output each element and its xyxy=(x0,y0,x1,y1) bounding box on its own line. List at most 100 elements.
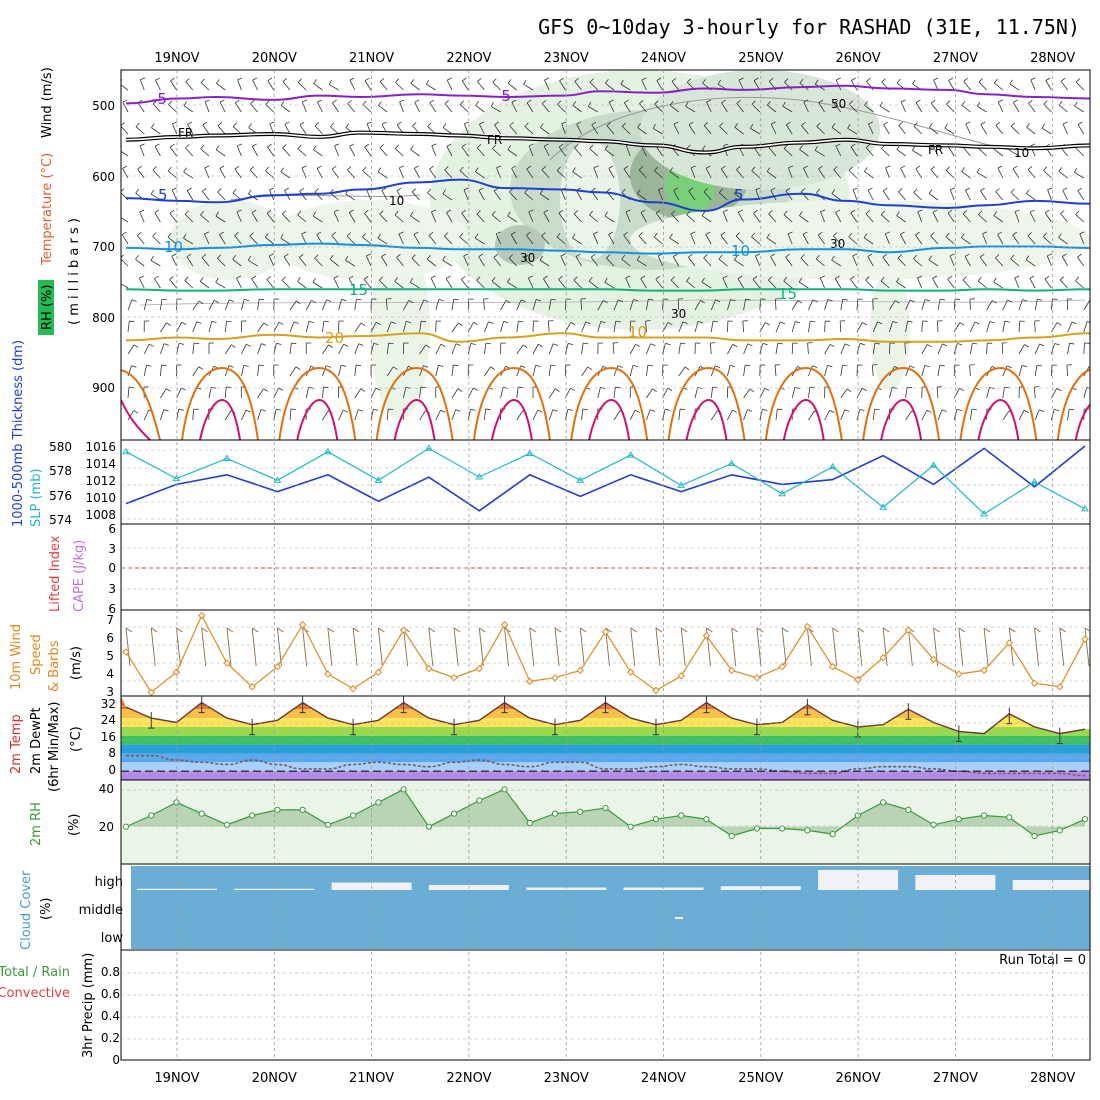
wind-barb xyxy=(710,299,716,311)
wind10m-point xyxy=(526,677,534,686)
wind-barb-flag xyxy=(526,165,532,170)
rh-point xyxy=(122,823,130,830)
wind-barb xyxy=(394,280,404,289)
temp-tick: 32 xyxy=(101,697,116,711)
wind-barb-flag xyxy=(251,275,257,280)
wind-barb xyxy=(386,409,389,421)
wind-barb-flag xyxy=(1030,77,1036,81)
wind-barb-flag xyxy=(323,386,329,388)
wind-barb xyxy=(670,279,680,289)
wind-barb xyxy=(964,256,971,267)
wind-barb-flag xyxy=(194,342,200,345)
wind-barb-flag xyxy=(799,78,804,84)
wind-barb xyxy=(1047,189,1052,201)
wind-barb xyxy=(742,320,744,333)
wind-barb-flag xyxy=(301,231,307,235)
wind-barb xyxy=(669,237,680,245)
wind-barb xyxy=(379,81,388,91)
wind10m-point xyxy=(298,620,307,629)
wind-barb xyxy=(160,388,167,399)
wind-barb-flag xyxy=(232,255,237,260)
wind-barb-flag xyxy=(705,165,711,169)
wind-barb-flag xyxy=(669,233,673,239)
wind-barb xyxy=(900,101,906,113)
wind-barb xyxy=(429,102,437,113)
wind-barb xyxy=(160,322,167,333)
wind-barb xyxy=(882,190,890,201)
wind-barb xyxy=(216,83,226,91)
wind-barb-flag xyxy=(543,275,548,279)
wind-barb xyxy=(768,147,777,157)
day-label: 23NOV xyxy=(544,1071,589,1086)
wind-barb xyxy=(589,214,599,223)
wind-barb xyxy=(544,79,550,91)
day-label: 20NOV xyxy=(252,51,297,66)
wind-barb xyxy=(750,128,761,135)
wind-barb-flag xyxy=(377,167,382,173)
wind-barb-flag xyxy=(360,388,366,392)
wind-barb-flag xyxy=(848,232,853,238)
wind-barb xyxy=(208,321,213,333)
temperature-contours xyxy=(121,84,1090,440)
wind-barb-flag xyxy=(528,143,534,147)
wind-barb-flag xyxy=(929,123,933,128)
wind-barb xyxy=(768,279,777,289)
rh-point xyxy=(375,799,382,806)
wind-barb-flag xyxy=(978,210,983,215)
wind-barb-flag xyxy=(122,165,128,169)
wind-barb-flag xyxy=(427,188,432,194)
contour-25 xyxy=(472,366,551,440)
wind-barb xyxy=(451,343,457,355)
wind-barb xyxy=(185,81,194,91)
wind-barb-flag xyxy=(1077,187,1083,192)
wind-barb xyxy=(484,409,486,421)
wind-barb xyxy=(347,103,356,113)
wind-barb-flag xyxy=(204,231,210,235)
wind-barb xyxy=(734,127,744,135)
wind-barb xyxy=(929,126,939,135)
wind-barb-flag xyxy=(135,188,140,194)
wind-barb-flag xyxy=(556,166,561,171)
wind-barb-flag xyxy=(751,166,756,171)
wind-barb xyxy=(139,79,145,91)
wind-barb xyxy=(523,83,534,91)
wind-barb-flag xyxy=(503,320,509,324)
cloud-cover-unit: (%) xyxy=(39,898,54,921)
wind-barb xyxy=(151,127,161,135)
wind-barb xyxy=(1010,125,1020,135)
wind-barb-flag xyxy=(900,231,905,235)
wind-barb xyxy=(669,104,680,113)
wind-barb-flag xyxy=(766,167,771,172)
wind-barb-flag xyxy=(234,99,240,104)
wind-barb xyxy=(354,299,357,311)
wind-barb xyxy=(720,234,728,245)
wind-barb xyxy=(921,365,926,377)
wind-barb-flag xyxy=(379,78,385,82)
wind-barb-flag xyxy=(1021,365,1027,368)
wind-barb xyxy=(548,343,554,355)
wind-barb-flag xyxy=(511,165,517,169)
wind10m-barb xyxy=(352,627,358,667)
wind-barb xyxy=(301,233,307,245)
wind-barb xyxy=(365,255,372,267)
wind-barb-flag xyxy=(1004,386,1010,389)
precip-tick: 0 xyxy=(112,1053,120,1067)
wind-barb xyxy=(783,280,793,289)
wind-barb xyxy=(743,343,749,355)
wind-barb xyxy=(629,299,634,311)
wind-barb xyxy=(613,410,621,421)
wind-barb xyxy=(431,145,437,157)
rh-blob xyxy=(560,140,620,260)
wind-barb xyxy=(349,79,356,91)
wind-barb xyxy=(186,190,194,201)
wind-barb-flag xyxy=(463,187,469,191)
wind-barb xyxy=(403,387,407,399)
wind-barb-flag xyxy=(492,144,497,149)
wind-barb-flag xyxy=(379,210,384,215)
wind-barb xyxy=(184,213,194,223)
wind-barb-flag xyxy=(767,101,771,106)
wind-barb xyxy=(1026,193,1036,201)
wind-barb-flag xyxy=(185,144,190,149)
wind-barb xyxy=(451,409,456,421)
wind-barb xyxy=(921,410,928,421)
